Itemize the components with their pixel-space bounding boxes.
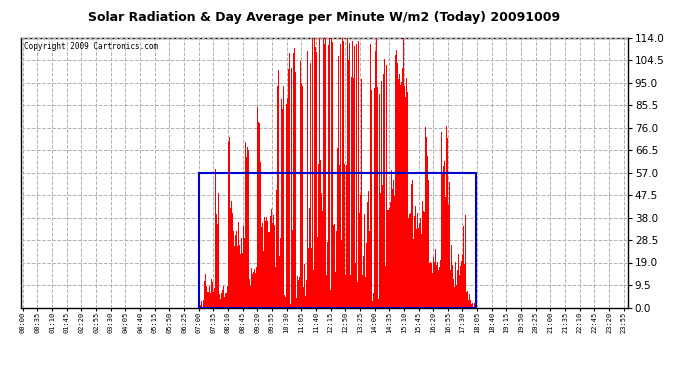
- Text: Solar Radiation & Day Average per Minute W/m2 (Today) 20091009: Solar Radiation & Day Average per Minute…: [88, 11, 560, 24]
- Bar: [199, 172, 475, 308]
- Text: Copyright 2009 Cartronics.com: Copyright 2009 Cartronics.com: [23, 42, 158, 51]
